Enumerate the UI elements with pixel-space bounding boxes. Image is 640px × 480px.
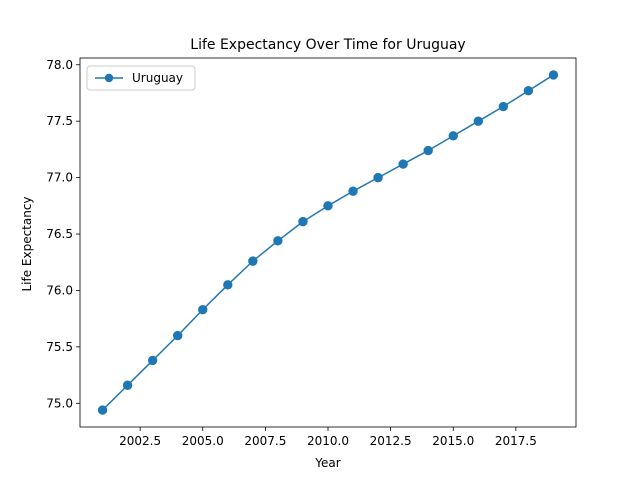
x-tick-label: 2002.5 xyxy=(119,434,161,448)
data-point xyxy=(323,201,333,211)
y-tick-label: 76.5 xyxy=(46,227,73,241)
data-point xyxy=(273,236,283,246)
data-point xyxy=(498,101,509,112)
x-axis-label: Year xyxy=(314,456,340,470)
data-point xyxy=(223,280,233,290)
data-point xyxy=(423,145,433,156)
data-point xyxy=(248,256,258,266)
y-tick-label: 75.5 xyxy=(46,340,73,354)
legend-marker xyxy=(104,73,114,83)
data-point xyxy=(147,355,158,366)
y-tick-label: 78.0 xyxy=(46,58,73,72)
data-point xyxy=(172,330,183,341)
y-tick-label: 77.0 xyxy=(46,171,73,185)
legend-box xyxy=(86,65,196,91)
data-point xyxy=(448,131,458,141)
x-tick-label: 2005.0 xyxy=(182,434,224,448)
data-point xyxy=(398,159,408,169)
plot-area: 2002.5 2005.0 2007.5 2010.0 2012.5 2015.0 2017… xyxy=(46,57,577,448)
legend: Uruguay xyxy=(86,65,196,91)
data-point xyxy=(97,405,108,415)
x-tick-label: 2007.5 xyxy=(244,434,286,448)
data-point xyxy=(373,172,383,183)
data-point xyxy=(122,380,133,390)
y-axis-label: Life Expectancy xyxy=(20,196,34,291)
data-point xyxy=(548,70,559,80)
legend-label: Uruguay xyxy=(132,71,183,85)
y-tick-label: 76.0 xyxy=(46,283,73,297)
data-point xyxy=(198,304,208,315)
x-tick-label: 2017.5 xyxy=(495,434,537,448)
x-tick-label: 2015.0 xyxy=(432,434,474,448)
data-point xyxy=(473,116,484,126)
y-tick-label: 75.0 xyxy=(46,396,73,410)
data-point xyxy=(523,86,534,96)
x-tick-label: 2010.0 xyxy=(307,434,349,448)
y-tick-label: 77.5 xyxy=(46,114,73,128)
data-point xyxy=(298,216,308,227)
x-tick-label: 2012.5 xyxy=(370,434,412,448)
data-point xyxy=(348,186,358,196)
chart-title: Life Expectancy Over Time for Uruguay xyxy=(190,37,465,53)
